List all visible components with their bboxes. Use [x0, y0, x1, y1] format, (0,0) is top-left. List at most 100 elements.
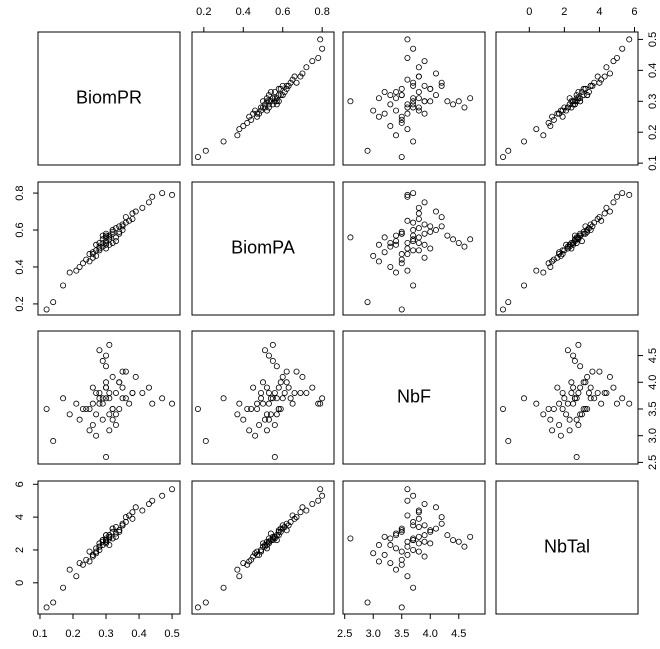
- point: [83, 556, 90, 563]
- point: [246, 113, 253, 120]
- point: [606, 208, 613, 215]
- point: [410, 82, 417, 89]
- point: [566, 101, 573, 108]
- point: [273, 532, 280, 539]
- point: [83, 405, 90, 412]
- point: [106, 533, 113, 540]
- point: [533, 400, 540, 407]
- point: [557, 107, 564, 114]
- point: [261, 101, 268, 108]
- y-tick-label: 0.3: [647, 94, 659, 109]
- point: [559, 389, 566, 396]
- point: [86, 405, 93, 412]
- point: [563, 411, 570, 418]
- point: [139, 204, 146, 211]
- panel: [37, 480, 181, 615]
- point: [112, 234, 119, 241]
- point: [410, 546, 417, 553]
- point: [619, 190, 626, 197]
- point: [375, 95, 382, 102]
- point: [96, 543, 103, 550]
- point: [265, 352, 272, 359]
- point: [93, 548, 100, 555]
- point: [404, 267, 411, 274]
- point: [570, 239, 577, 246]
- point: [248, 405, 255, 412]
- point: [297, 509, 304, 516]
- point: [258, 395, 265, 402]
- point: [265, 540, 272, 547]
- point: [404, 538, 411, 545]
- point: [122, 514, 129, 521]
- point: [234, 566, 241, 573]
- point: [116, 230, 123, 237]
- point: [421, 241, 428, 248]
- point: [259, 540, 266, 547]
- point: [269, 535, 276, 542]
- point: [309, 58, 316, 65]
- point: [393, 530, 400, 537]
- point: [585, 389, 592, 396]
- point: [122, 214, 129, 221]
- point: [421, 500, 428, 507]
- point: [467, 95, 474, 102]
- point: [106, 341, 113, 348]
- point: [293, 368, 300, 375]
- panel: [37, 31, 181, 166]
- point: [220, 395, 227, 402]
- point: [261, 104, 268, 111]
- point: [410, 584, 417, 591]
- point: [93, 432, 100, 439]
- point: [96, 546, 103, 553]
- point: [279, 525, 286, 532]
- point: [79, 260, 86, 267]
- point: [145, 384, 152, 391]
- point: [287, 519, 294, 526]
- point: [269, 357, 276, 364]
- point: [132, 208, 139, 215]
- point: [236, 126, 243, 133]
- y-tick-label: 4.0: [647, 375, 659, 390]
- point: [60, 282, 67, 289]
- point: [271, 422, 278, 429]
- point: [159, 395, 166, 402]
- point: [582, 230, 589, 237]
- panel: [191, 181, 335, 316]
- point: [93, 247, 100, 254]
- point: [106, 411, 113, 418]
- point: [559, 113, 566, 120]
- point: [427, 98, 434, 105]
- point: [261, 347, 268, 354]
- point: [317, 400, 324, 407]
- point: [99, 243, 106, 250]
- point: [43, 306, 50, 313]
- point: [109, 227, 116, 234]
- point: [582, 379, 589, 386]
- point: [86, 251, 93, 258]
- point: [585, 89, 592, 96]
- point: [139, 507, 146, 514]
- point: [578, 411, 585, 418]
- point: [603, 64, 610, 71]
- point: [119, 368, 126, 375]
- point: [589, 223, 596, 230]
- point: [283, 527, 290, 534]
- point: [112, 411, 119, 418]
- point: [556, 249, 563, 256]
- point: [393, 232, 400, 239]
- point: [265, 104, 272, 111]
- point: [381, 234, 388, 241]
- point: [109, 528, 116, 535]
- point: [427, 527, 434, 534]
- point: [582, 223, 589, 230]
- point: [252, 107, 259, 114]
- point: [601, 389, 608, 396]
- point: [404, 104, 411, 111]
- point: [261, 543, 268, 550]
- point: [126, 512, 133, 519]
- point: [566, 427, 573, 434]
- point: [263, 95, 270, 102]
- point: [96, 243, 103, 250]
- point: [275, 405, 282, 412]
